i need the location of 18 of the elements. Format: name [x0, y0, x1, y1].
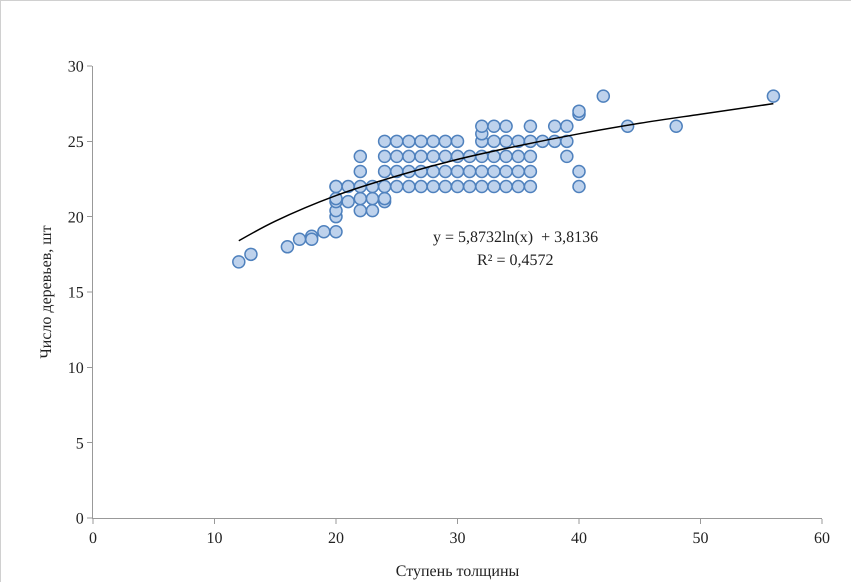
x-tick-label: 60	[814, 530, 830, 548]
annotation: R² = 0,4572	[477, 252, 554, 269]
x-tick-label: 30	[450, 530, 466, 548]
y-axis-title: Число деревьев, шт	[38, 225, 55, 359]
x-tick-label: 40	[571, 530, 587, 548]
y-tick-label: 20	[68, 209, 84, 226]
x-tick-label: 10	[206, 530, 222, 548]
x-tick-label: 50	[692, 530, 708, 548]
y-tick-label: 0	[76, 510, 84, 528]
x-tick-label: 0	[89, 530, 97, 548]
y-tick-label: 10	[68, 360, 84, 377]
y-tick-label: 25	[68, 134, 84, 151]
y-tick-label: 15	[68, 284, 84, 302]
annotation: y = 5,8732ln(x) + 3,8136	[433, 229, 598, 246]
x-tick-label: 20	[328, 530, 344, 548]
y-tick-label: 30	[68, 58, 84, 76]
y-tick-label: 5	[76, 435, 84, 452]
x-axis-title: Ступень толщины	[396, 563, 520, 580]
